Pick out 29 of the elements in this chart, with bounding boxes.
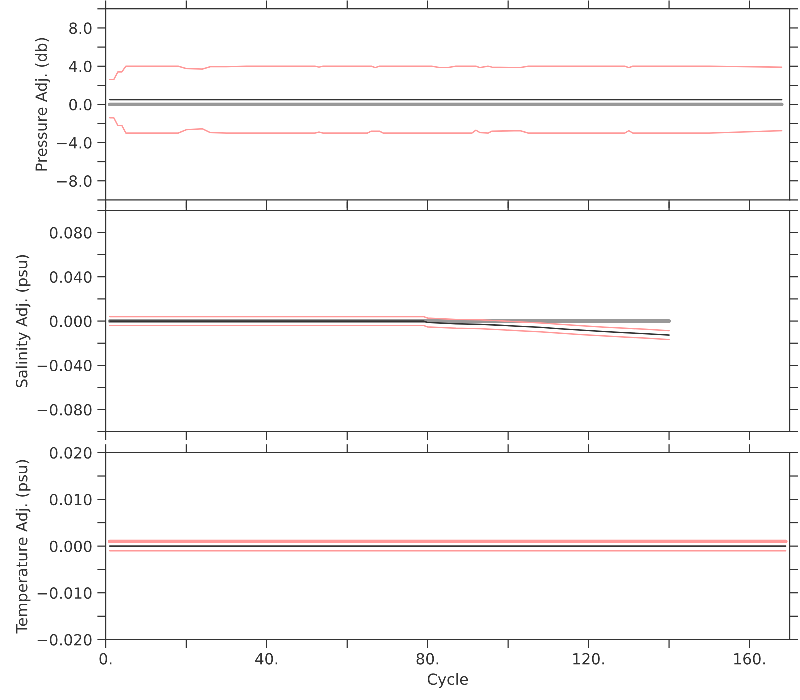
y-tick-label: 8.0 [70,22,92,34]
y-tick-label: 0.080 [50,227,92,239]
line-series [109,66,783,80]
y-tick-label: 0.040 [50,272,92,284]
y-axis-title: Salinity Adj. (psu) [16,255,31,388]
y-tick-label: 0.020 [50,447,92,459]
y-tick-label: 0.000 [50,540,92,552]
y-tick-label: 0.0 [70,99,92,111]
y-tick-label: 0.010 [50,494,92,506]
y-tick-label: −0.010 [38,588,92,600]
x-tick-label: 40. [256,653,278,665]
x-tick-label: 0. [100,653,112,665]
y-axis-title: Pressure Adj. (db) [35,38,50,171]
y-axis-title: Temperature Adj. (psu) [16,460,31,634]
x-tick-label: 80. [416,653,438,665]
y-tick-label: −0.040 [38,360,92,372]
line-series [109,320,670,336]
y-tick-label: 4.0 [69,60,92,72]
y-tick-label: −0.080 [38,404,92,416]
x-axis-title: Cycle [428,673,468,688]
y-tick-label: −4.0 [57,137,92,149]
line-series [109,117,783,134]
x-tick-label: 120. [573,653,604,665]
y-tick-label: −0.020 [38,634,92,646]
line-series [109,316,670,332]
line-series [109,325,670,340]
y-tick-label: −8.0 [57,176,92,188]
x-tick-label: 160. [734,653,766,665]
y-tick-label: 0.000 [50,316,92,328]
